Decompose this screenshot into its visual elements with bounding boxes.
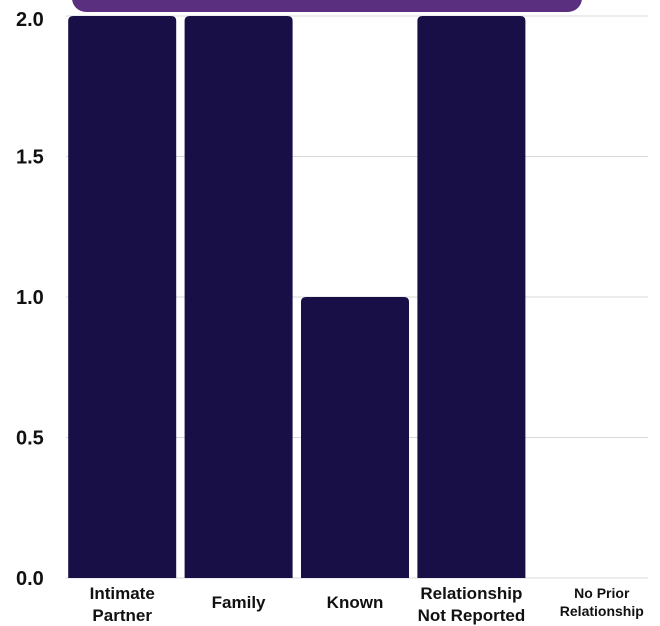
header-banner xyxy=(72,0,582,12)
y-tick-label: 1.0 xyxy=(16,287,44,309)
x-category-label: Relationship xyxy=(560,603,644,619)
y-tick-label: 0.5 xyxy=(16,428,44,450)
x-category-label: Not Reported xyxy=(418,606,526,625)
x-category-label: No Prior xyxy=(574,585,630,601)
bar xyxy=(184,16,293,578)
x-category-label: Partner xyxy=(92,606,152,625)
y-tick-label: 2.0 xyxy=(16,9,44,31)
y-tick-label: 0.0 xyxy=(16,568,44,590)
x-category-label: Family xyxy=(212,593,266,612)
bar xyxy=(417,16,526,578)
bar xyxy=(301,297,409,578)
x-category-label: Relationship xyxy=(420,584,522,603)
y-tick-label: 1.5 xyxy=(16,147,44,169)
x-category-label: Known xyxy=(327,593,384,612)
bar xyxy=(68,16,177,578)
x-category-label: Intimate xyxy=(90,584,155,603)
